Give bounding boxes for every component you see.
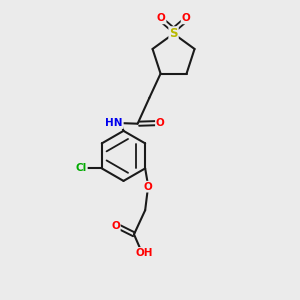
Text: O: O — [143, 182, 152, 192]
Text: S: S — [169, 27, 178, 40]
Text: Cl: Cl — [76, 164, 87, 173]
Text: HN: HN — [105, 118, 123, 128]
Text: O: O — [182, 14, 190, 23]
Text: O: O — [157, 14, 166, 23]
Text: OH: OH — [136, 248, 153, 258]
Text: O: O — [156, 118, 165, 128]
Text: O: O — [111, 220, 120, 230]
